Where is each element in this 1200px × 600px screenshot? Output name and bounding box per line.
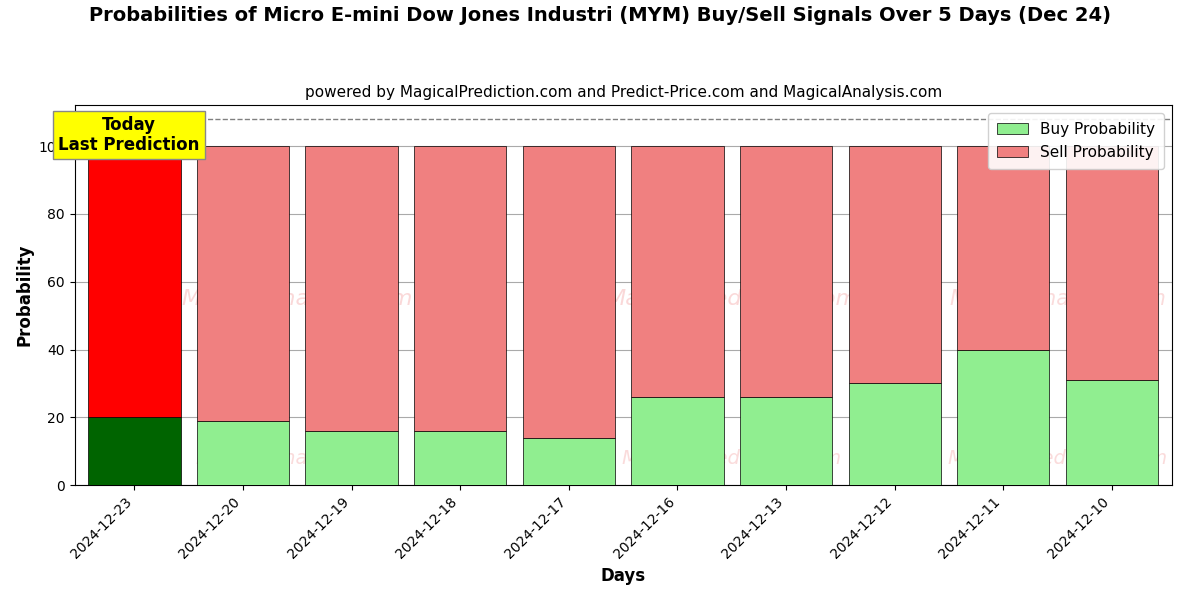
- Text: MagicalPrediction.com: MagicalPrediction.com: [948, 449, 1168, 467]
- Bar: [958, 146, 1050, 350]
- Bar: [848, 383, 941, 485]
- Legend: Buy Probability, Sell Probability: Buy Probability, Sell Probability: [988, 113, 1164, 169]
- Bar: [89, 146, 180, 418]
- Bar: [89, 418, 180, 485]
- Text: MagicalPrediction.com: MagicalPrediction.com: [606, 289, 857, 308]
- Bar: [197, 146, 289, 421]
- Bar: [740, 146, 833, 397]
- X-axis label: Days: Days: [600, 567, 646, 585]
- Bar: [523, 146, 614, 437]
- Y-axis label: Probability: Probability: [16, 244, 34, 346]
- Text: Today
Last Prediction: Today Last Prediction: [59, 116, 199, 154]
- Bar: [1066, 380, 1158, 485]
- Text: Probabilities of Micro E-mini Dow Jones Industri (MYM) Buy/Sell Signals Over 5 D: Probabilities of Micro E-mini Dow Jones …: [89, 6, 1111, 25]
- Bar: [197, 421, 289, 485]
- Title: powered by MagicalPrediction.com and Predict-Price.com and MagicalAnalysis.com: powered by MagicalPrediction.com and Pre…: [305, 85, 942, 100]
- Bar: [306, 431, 397, 485]
- Text: MagicalAnalysis.com: MagicalAnalysis.com: [196, 449, 398, 467]
- Bar: [306, 146, 397, 431]
- Bar: [414, 146, 506, 431]
- Bar: [631, 397, 724, 485]
- Bar: [958, 350, 1050, 485]
- Text: MagicalAnalysis.com: MagicalAnalysis.com: [949, 289, 1166, 308]
- Bar: [631, 146, 724, 397]
- Bar: [740, 397, 833, 485]
- Bar: [1066, 146, 1158, 380]
- Bar: [414, 431, 506, 485]
- Bar: [848, 146, 941, 383]
- Text: MagicalAnalysis.com: MagicalAnalysis.com: [181, 289, 413, 308]
- Text: MagicalPrediction.com: MagicalPrediction.com: [622, 449, 842, 467]
- Bar: [523, 437, 614, 485]
